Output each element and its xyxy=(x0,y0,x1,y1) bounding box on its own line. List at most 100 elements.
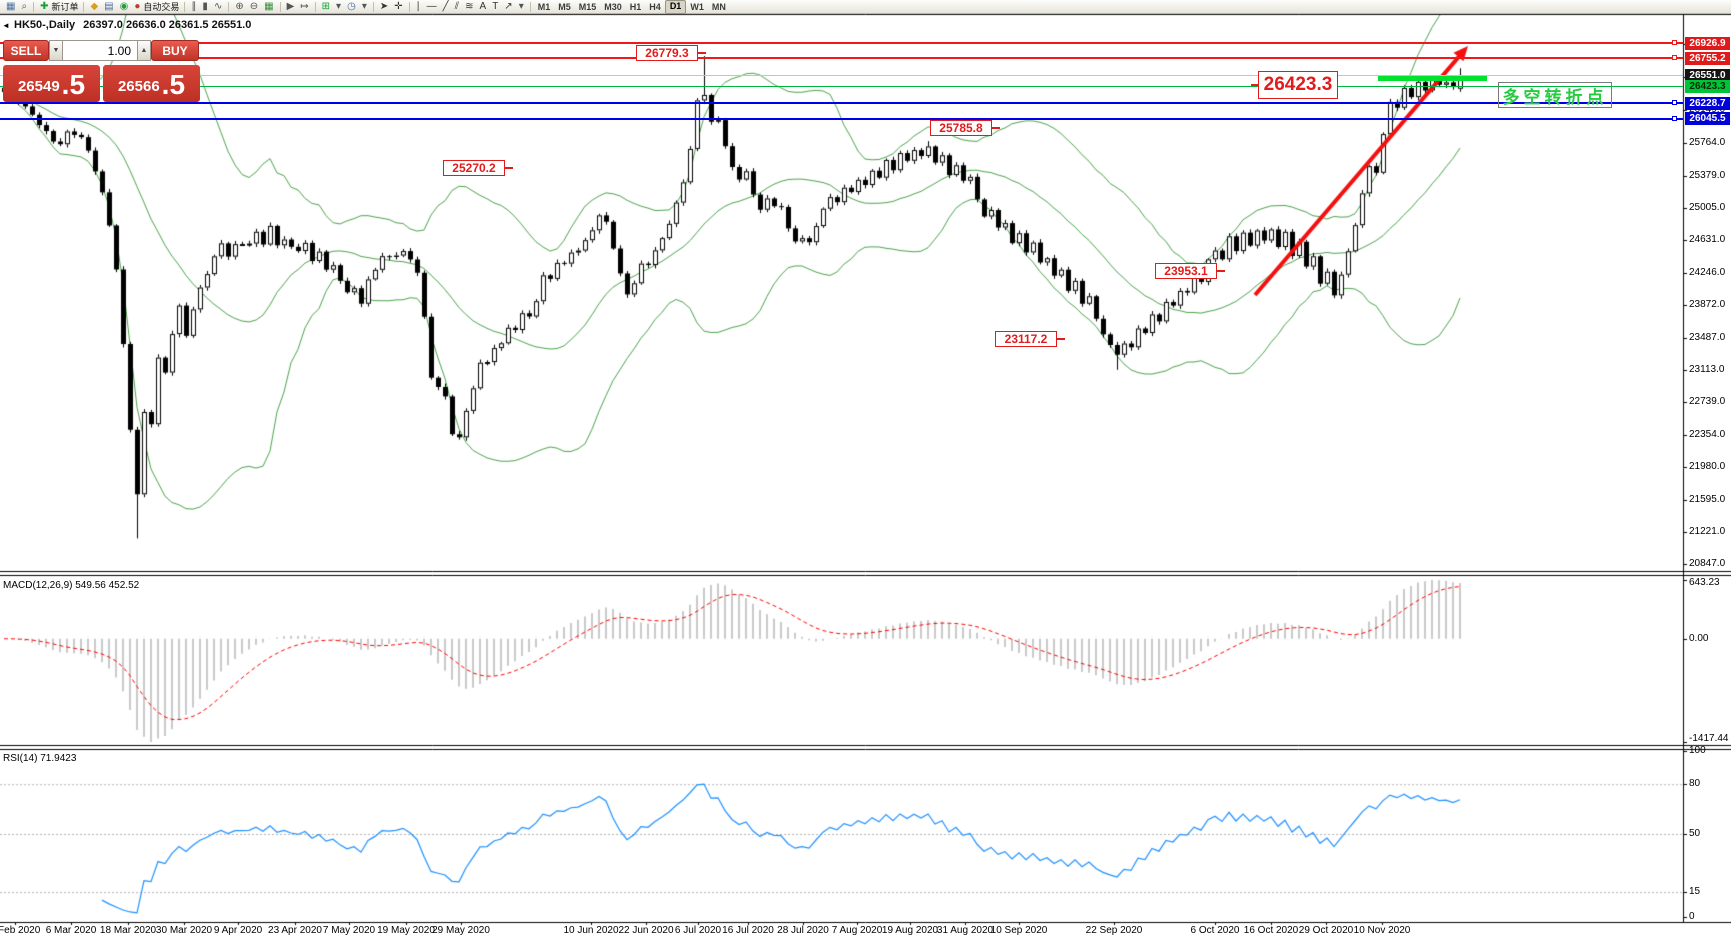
zoom-out-icon[interactable]: ⊖ xyxy=(249,1,259,12)
new-order-icon[interactable]: ✚ xyxy=(40,1,49,12)
auto-scroll-icon[interactable]: ▶ xyxy=(286,1,295,12)
toolbar-separator xyxy=(529,1,531,12)
hline-26228.7[interactable] xyxy=(0,102,1683,105)
periods-dropdown-icon[interactable]: ▾ xyxy=(361,1,367,12)
date-tick: 23 Apr 2020 xyxy=(268,925,322,936)
tile-windows-icon[interactable]: ▦ xyxy=(264,1,274,12)
hline-endpoint[interactable] xyxy=(1672,40,1677,46)
toolbar-separator xyxy=(83,1,85,12)
new-chart-icon[interactable]: ▦ xyxy=(6,1,16,12)
line-chart-mode-icon[interactable]: ∿ xyxy=(213,1,223,12)
channel-icon[interactable]: ⫽ xyxy=(454,1,460,12)
support-bar-object[interactable] xyxy=(1378,76,1487,81)
indicators-icon[interactable]: ⊞ xyxy=(321,1,331,12)
buy-button[interactable]: BUY xyxy=(151,40,199,61)
turning-point-text-object[interactable]: 多空转折点 xyxy=(1498,82,1612,108)
volume-decrease-button[interactable]: ▼ xyxy=(49,40,63,61)
timeframe-m30-button[interactable]: M30 xyxy=(604,1,622,12)
market-watch-icon[interactable]: ⌕ xyxy=(21,1,28,12)
price-tick-22354.0: 22354.0 xyxy=(1689,429,1726,441)
macd-tick-min: -1417.44 xyxy=(1689,733,1729,744)
price-annotation-26779.3[interactable]: 26779.3 xyxy=(636,45,706,61)
price-annotation-25785.8[interactable]: 25785.8 xyxy=(930,120,1000,136)
hline-endpoint[interactable] xyxy=(1672,55,1677,61)
text-label-icon[interactable]: T xyxy=(492,1,499,12)
timeframe-m5-button[interactable]: M5 xyxy=(558,1,571,12)
indicators-dropdown-icon[interactable]: ▾ xyxy=(336,1,342,12)
toolbar-separator xyxy=(408,1,410,12)
fibonacci-icon[interactable]: ≋ xyxy=(465,1,474,12)
price-annotation-25270.2[interactable]: 25270.2 xyxy=(443,160,513,176)
zoom-in-icon[interactable]: ⊕ xyxy=(235,1,244,12)
price-tick-24631.0: 24631.0 xyxy=(1689,234,1726,246)
price-tag-26423.3: 26423.3 xyxy=(1685,80,1730,93)
price-tag-26045.5: 26045.5 xyxy=(1685,112,1730,126)
volume-input[interactable] xyxy=(63,40,137,61)
date-tick: 31 Aug 2020 xyxy=(936,925,994,936)
candlestick-mode-icon[interactable]: ▮ xyxy=(202,1,208,12)
timeframe-h1-button[interactable]: H1 xyxy=(629,1,642,12)
hline-26045.5[interactable] xyxy=(0,117,1683,120)
price-annotation-23953.1[interactable]: 23953.1 xyxy=(1155,263,1225,279)
signals-icon[interactable]: ◉ xyxy=(119,1,129,12)
price-annotation-23117.2[interactable]: 23117.2 xyxy=(995,331,1065,347)
navigator-icon[interactable]: ◆ xyxy=(90,1,99,12)
price-tick-22739.0: 22739.0 xyxy=(1689,396,1726,408)
annotation-pointer xyxy=(504,167,513,169)
hline-26926.9[interactable] xyxy=(0,42,1683,45)
price-tick-23113.0: 23113.0 xyxy=(1689,364,1725,376)
timeframe-d1-button[interactable]: D1 xyxy=(664,0,687,14)
price-tick-25379.0: 25379.0 xyxy=(1689,169,1726,181)
sell-price-tile[interactable]: 26549 .5 xyxy=(3,65,100,102)
annotation-pointer xyxy=(697,52,706,54)
trendline-icon[interactable]: ╱ xyxy=(442,1,449,12)
arrows-icon[interactable]: ↗ xyxy=(504,1,513,12)
buy-price-tile[interactable]: 26566 .5 xyxy=(103,65,200,102)
hline-26551.0[interactable] xyxy=(0,75,1683,77)
price-tag-26926.9: 26926.9 xyxy=(1685,36,1730,50)
timeframe-h4-button[interactable]: H4 xyxy=(649,1,661,12)
cursor-icon[interactable]: ➤ xyxy=(379,1,389,12)
sell-button[interactable]: SELL xyxy=(3,40,49,61)
toolbar-separator xyxy=(279,1,281,12)
date-tick: 10 Nov 2020 xyxy=(1353,925,1411,936)
date-tick: 29 Oct 2020 xyxy=(1298,925,1354,936)
one-click-trading-widget: SELL ▼ ▲ BUY 26549 .5 26566 .5 xyxy=(3,40,213,102)
macd-label: MACD(12,26,9) 549.56 452.52 xyxy=(3,580,140,591)
terminal-icon[interactable]: ▤ xyxy=(104,1,114,12)
toolbar-separator xyxy=(228,1,230,12)
horizontal-line-icon[interactable]: — xyxy=(426,1,437,12)
vertical-line-icon[interactable]: ∣ xyxy=(415,1,421,12)
hline-endpoint[interactable] xyxy=(1672,100,1677,106)
rsi-tick-100: 100 xyxy=(1689,745,1706,756)
timeframe-m15-button[interactable]: M15 xyxy=(578,1,597,12)
hline-26755.2[interactable] xyxy=(0,57,1683,60)
objects-dropdown-icon[interactable]: ▾ xyxy=(518,1,524,12)
text-icon[interactable]: A xyxy=(479,1,487,12)
timeframe-m1-button[interactable]: M1 xyxy=(537,1,551,12)
timeframe-mn-button[interactable]: MN xyxy=(711,1,726,12)
date-tick: 19 Aug 2020 xyxy=(881,925,939,936)
volume-increase-button[interactable]: ▲ xyxy=(137,40,151,61)
crosshair-icon[interactable]: ✛ xyxy=(394,1,403,12)
autotrading-label[interactable]: 自动交易 xyxy=(143,2,180,12)
hline-26423.3[interactable] xyxy=(0,86,1683,87)
toolbar-separator xyxy=(314,1,316,12)
price-tick-25764.0: 25764.0 xyxy=(1689,137,1726,148)
price-annotation-26423.3[interactable]: 26423.3 xyxy=(1251,71,1338,99)
autotrading-icon[interactable]: ● xyxy=(134,1,141,12)
chart-shift-icon[interactable]: ↦ xyxy=(300,1,309,12)
date-tick: 10 Sep 2020 xyxy=(990,925,1048,936)
hline-endpoint[interactable] xyxy=(1672,115,1677,121)
toolbar: ▦ ⌕ ✚ 新订单 ◆ ▤ ◉ ● 自动交易 ∥ ▮ ∿ ⊕ ⊖ ▦ ▶ ↦ ⊞ ▾ ◷ ▾ ➤ ✛ ∣ — ╱ ⫽ ≋ A T ↗ ▾ M1 M… xyxy=(0,0,1731,14)
bar-chart-mode-icon[interactable]: ∥ xyxy=(191,1,197,12)
periods-icon[interactable]: ◷ xyxy=(347,1,356,12)
date-tick: 16 Oct 2020 xyxy=(1243,925,1299,936)
price-tick-25005.0: 25005.0 xyxy=(1689,202,1726,214)
timeframe-w1-button[interactable]: W1 xyxy=(690,1,704,12)
date-tick: 30 Mar 2020 xyxy=(155,925,213,936)
toolbar-separator xyxy=(372,1,374,12)
new-order-label[interactable]: 新订单 xyxy=(51,2,79,12)
